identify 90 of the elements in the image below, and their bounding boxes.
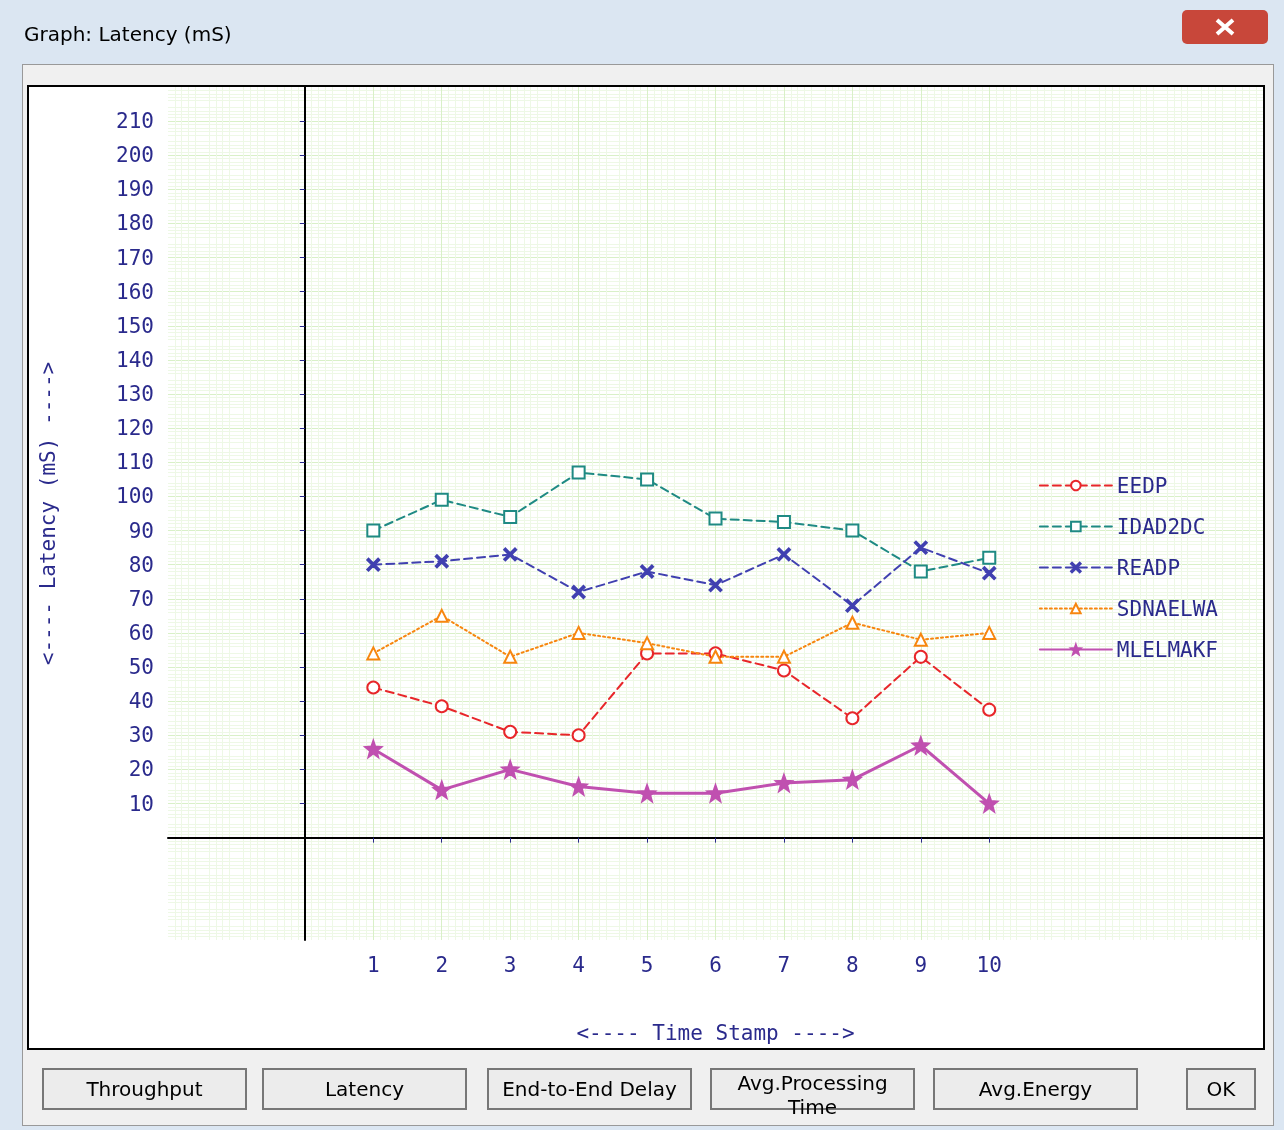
text: Avg.Processing Time (736, 1070, 889, 1119)
chart-title: Graph: Latency (mS) (24, 22, 232, 46)
legend-label: SDNAELWA (1116, 596, 1219, 621)
y-tick-label: 20 (128, 757, 154, 782)
text: Latency (262, 1068, 467, 1110)
x-tick-label: 1 (366, 952, 380, 977)
x-axis-title: <---- Time Stamp ----> (576, 1020, 855, 1045)
y-tick-label: 40 (128, 689, 154, 714)
legend-label: MLELMAKF (1116, 637, 1219, 662)
y-tick-label: 90 (128, 518, 154, 543)
y-axis-title: <---- Latency (mS) ----> (35, 361, 60, 666)
point (774, 774, 793, 793)
text: Throughput (42, 1068, 247, 1110)
point (640, 472, 655, 487)
point (982, 702, 997, 717)
y-tick-label: 200 (116, 143, 154, 168)
point (776, 649, 791, 664)
point (364, 739, 383, 758)
point (571, 584, 586, 599)
x-tick-label: 6 (709, 952, 722, 977)
x-tick-label: 3 (503, 952, 517, 977)
point (913, 564, 928, 579)
y-tick-label: 210 (116, 109, 154, 134)
point (708, 511, 723, 526)
y-tick-label: 50 (128, 655, 154, 680)
x-tick-label: 8 (846, 952, 859, 977)
y-tick-label: 130 (116, 382, 154, 407)
point (366, 523, 381, 538)
point (708, 578, 723, 593)
text: Avg.Energy (933, 1068, 1138, 1110)
point (776, 515, 791, 530)
point (982, 625, 997, 640)
point (434, 554, 449, 569)
point (434, 608, 449, 623)
point (640, 564, 655, 579)
text: OK (1186, 1068, 1256, 1110)
y-tick-label: 10 (128, 791, 154, 816)
point (571, 465, 586, 480)
x-tick-label: 10 (976, 952, 1002, 977)
point (434, 492, 449, 507)
point (845, 523, 860, 538)
x-tick-label: 5 (640, 952, 654, 977)
legend-label: READP (1116, 555, 1181, 580)
point (776, 663, 791, 678)
point (638, 784, 657, 803)
point (569, 777, 588, 796)
point (913, 540, 928, 555)
y-tick-label: 180 (116, 211, 154, 236)
point (366, 680, 381, 695)
y-tick-label: 150 (116, 313, 154, 338)
point (501, 760, 520, 779)
y-tick-label: 80 (128, 552, 154, 577)
y-tick-label: 100 (116, 484, 154, 509)
point (842, 768, 863, 790)
point (706, 784, 725, 803)
point (982, 566, 997, 581)
x-tick-label: 4 (572, 952, 585, 977)
y-tick-label: 190 (116, 177, 154, 202)
point (571, 728, 586, 743)
point (503, 509, 518, 524)
point (913, 649, 928, 664)
y-tick-label: 30 (128, 723, 154, 748)
point (913, 632, 928, 647)
point (503, 649, 518, 664)
y-tick-label: 170 (116, 245, 154, 270)
point (845, 615, 860, 630)
x-tick-label: 2 (435, 952, 449, 977)
x-tick-label: 7 (777, 952, 791, 977)
y-tick-label: 60 (128, 620, 154, 645)
point (432, 780, 451, 799)
y-tick-label: 110 (116, 450, 154, 475)
point (366, 557, 381, 572)
point (640, 636, 655, 651)
point (571, 625, 586, 640)
legend-label: EEDP (1116, 473, 1168, 498)
point (845, 711, 860, 726)
y-tick-label: 70 (128, 586, 154, 611)
x-tick-label: 9 (914, 952, 928, 977)
y-tick-label: 160 (116, 279, 154, 304)
legend-label: IDAD2DC (1116, 514, 1206, 539)
point (845, 598, 860, 613)
text: End-to-End Delay (487, 1068, 692, 1110)
point (776, 547, 791, 562)
y-tick-label: 120 (116, 416, 154, 441)
y-tick-label: 140 (116, 347, 154, 372)
point (503, 547, 518, 562)
point (366, 646, 381, 661)
point (503, 724, 518, 739)
point (434, 699, 449, 714)
point (982, 550, 997, 565)
